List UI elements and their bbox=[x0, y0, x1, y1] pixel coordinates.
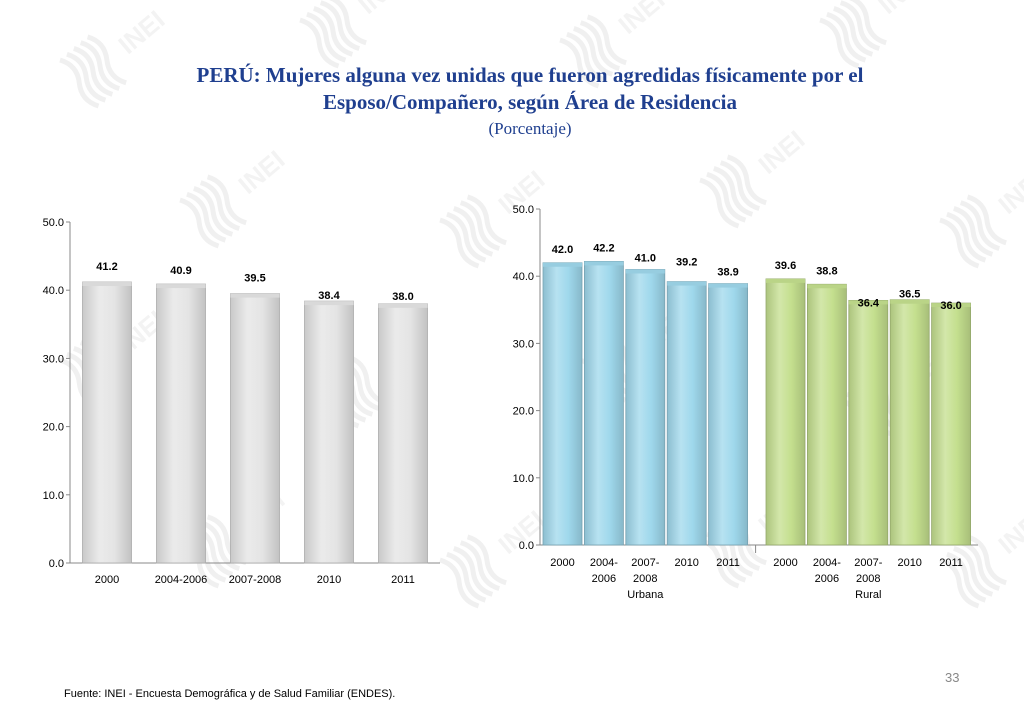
bar-top-bevel bbox=[584, 261, 624, 266]
y-tick-label: 10.0 bbox=[513, 473, 534, 485]
chart-title-block: PERÚ: Mujeres alguna vez unidas que fuer… bbox=[60, 62, 1000, 140]
bar-top-bevel bbox=[890, 299, 930, 304]
y-tick-label: 40.0 bbox=[43, 285, 64, 297]
bar-value-label: 39.2 bbox=[676, 257, 697, 269]
bar bbox=[848, 299, 889, 546]
group-label: Urbana bbox=[627, 589, 664, 601]
x-tick-label: 2000 bbox=[550, 557, 574, 569]
bar-value-label: 36.5 bbox=[899, 289, 920, 301]
source-note: Fuente: INEI - Encuesta Demográfica y de… bbox=[64, 688, 396, 700]
y-tick-label: 10.0 bbox=[43, 490, 64, 502]
y-tick-label: 50.0 bbox=[43, 217, 64, 229]
bar bbox=[765, 278, 806, 546]
bar-top-bevel bbox=[807, 284, 847, 289]
bar-top-bevel bbox=[708, 283, 748, 288]
bar-value-label: 38.9 bbox=[717, 267, 738, 279]
x-tick-label: 2010 bbox=[317, 574, 341, 586]
bar-top-bevel bbox=[848, 300, 888, 305]
bar bbox=[584, 261, 624, 546]
y-tick-label: 0.0 bbox=[49, 558, 64, 570]
y-tick-label: 20.0 bbox=[513, 406, 534, 418]
y-tick-label: 20.0 bbox=[43, 422, 64, 434]
bar bbox=[807, 283, 847, 546]
bar-top-bevel bbox=[625, 269, 665, 274]
bar-top-bevel bbox=[82, 282, 132, 287]
bar bbox=[625, 269, 666, 546]
bar-value-label: 36.4 bbox=[858, 297, 880, 309]
x-tick-label: 2007-2008 bbox=[229, 574, 282, 586]
bar-top-bevel bbox=[304, 301, 354, 306]
bar bbox=[378, 303, 428, 564]
x-tick-label: 2006 bbox=[592, 573, 616, 585]
bar-value-label: 40.9 bbox=[170, 265, 191, 277]
bar bbox=[304, 300, 354, 564]
bar-value-label: 38.4 bbox=[318, 290, 340, 302]
bar-top-bevel bbox=[667, 281, 707, 286]
y-tick-label: 40.0 bbox=[513, 271, 534, 283]
chart-title-line-2: Esposo/Compañero, según Área de Residenc… bbox=[322, 90, 737, 114]
bar bbox=[666, 281, 707, 546]
bar-top-bevel bbox=[543, 262, 582, 267]
x-tick-label: 2004- bbox=[590, 557, 618, 569]
bar-value-label: 38.0 bbox=[392, 291, 413, 303]
x-tick-label: 2010 bbox=[897, 557, 921, 569]
bar-value-label: 42.0 bbox=[552, 244, 573, 256]
bar-top-bevel bbox=[230, 293, 280, 298]
bar bbox=[708, 283, 748, 546]
bar bbox=[82, 281, 132, 564]
y-tick-label: 0.0 bbox=[519, 540, 534, 552]
x-tick-label: 2006 bbox=[815, 573, 839, 585]
bar bbox=[889, 299, 930, 546]
x-tick-label: 2010 bbox=[674, 557, 698, 569]
bar-top-bevel bbox=[378, 303, 428, 308]
x-tick-label: 2000 bbox=[95, 574, 119, 586]
chart-title-line-1: PERÚ: Mujeres alguna vez unidas que fuer… bbox=[196, 63, 864, 87]
y-tick-label: 30.0 bbox=[513, 338, 534, 350]
x-tick-label: 2008 bbox=[633, 573, 657, 585]
x-tick-label: 2004- bbox=[813, 557, 841, 569]
chart-subtitle: (Porcentaje) bbox=[488, 119, 572, 138]
bar-value-label: 41.2 bbox=[96, 261, 117, 273]
bar-value-label: 41.0 bbox=[635, 252, 656, 264]
bar bbox=[156, 283, 206, 564]
bar bbox=[931, 302, 971, 546]
x-tick-label: 2007- bbox=[631, 557, 659, 569]
bar-top-bevel bbox=[156, 284, 206, 289]
bar-value-label: 36.0 bbox=[940, 300, 961, 312]
x-tick-label: 2011 bbox=[391, 574, 415, 586]
bar-value-label: 39.6 bbox=[775, 260, 796, 272]
x-tick-label: 2011 bbox=[716, 557, 740, 569]
bar-value-label: 38.8 bbox=[816, 265, 837, 277]
bar-top-bevel bbox=[766, 278, 805, 283]
bar-top-bevel bbox=[931, 303, 971, 308]
y-tick-label: 50.0 bbox=[513, 204, 534, 216]
x-tick-label: 2007- bbox=[854, 557, 882, 569]
y-tick-label: 30.0 bbox=[43, 353, 64, 365]
bar-value-label: 42.2 bbox=[593, 242, 614, 254]
bar bbox=[542, 262, 583, 546]
x-tick-label: 2000 bbox=[773, 557, 797, 569]
x-tick-label: 2004-2006 bbox=[155, 574, 208, 586]
x-tick-label: 2011 bbox=[939, 557, 963, 569]
bar-value-label: 39.5 bbox=[244, 273, 265, 285]
page-number: 33 bbox=[945, 670, 960, 685]
x-tick-label: 2008 bbox=[856, 573, 880, 585]
group-label: Rural bbox=[855, 589, 881, 601]
